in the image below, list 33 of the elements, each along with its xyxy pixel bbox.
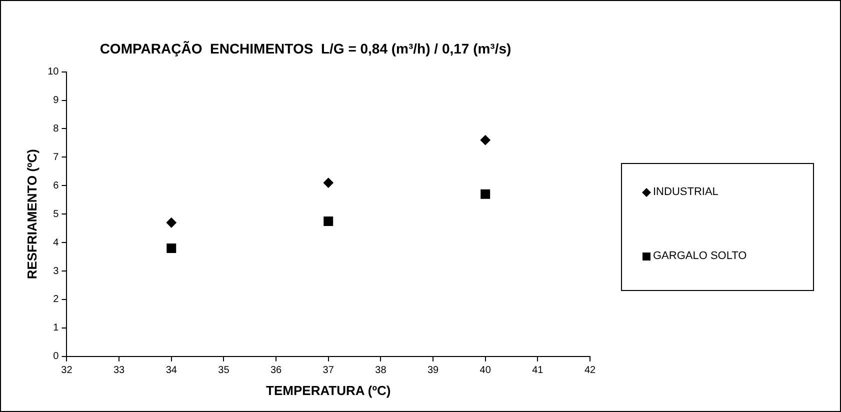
x-tick-label: 37 <box>322 365 334 376</box>
y-tick-label: 1 <box>53 322 60 334</box>
point <box>480 189 490 199</box>
y-tick-label: 0 <box>53 351 60 362</box>
point <box>323 178 334 188</box>
y-tick-label: 3 <box>53 266 60 277</box>
y-tick-label: 5 <box>53 208 60 220</box>
point <box>480 135 490 146</box>
y-tick-label: 10 <box>48 66 60 78</box>
y-tick-label: 7 <box>53 152 60 163</box>
y-tick-label: 4 <box>53 237 60 248</box>
y-tick-label: 2 <box>53 294 60 306</box>
x-tick-label: 32 <box>61 365 73 376</box>
chart-title: COMPARAÇÃO ENCHIMENTOS L/G = 0,84 (m³/h) / 0,17 (m³/s) <box>100 40 512 56</box>
y-tick-label: 9 <box>53 95 60 106</box>
y-axis-title: RESFRIAMENTO (ºC) <box>24 149 40 280</box>
x-tick-label: 35 <box>218 365 230 376</box>
x-tick-label: 39 <box>427 365 440 376</box>
x-axis-title: TEMPERATURA (ºC) <box>266 382 391 398</box>
x-tick-label: 36 <box>270 365 282 376</box>
legend-label: INDUSTRIAL <box>653 186 718 198</box>
x-tick-label: 42 <box>584 365 596 376</box>
point <box>166 244 176 253</box>
point <box>166 218 176 228</box>
point <box>324 216 334 226</box>
x-tick-label: 40 <box>480 365 492 376</box>
x-tick-label: 38 <box>375 365 387 376</box>
x-tick-label: 33 <box>113 365 126 376</box>
y-tick-label: 6 <box>53 180 60 192</box>
x-tick-label: 41 <box>532 365 544 376</box>
legend-label: GARGALO SOLTO <box>653 250 747 262</box>
x-tick-label: 34 <box>166 365 178 376</box>
y-tick-label: 8 <box>53 123 60 134</box>
